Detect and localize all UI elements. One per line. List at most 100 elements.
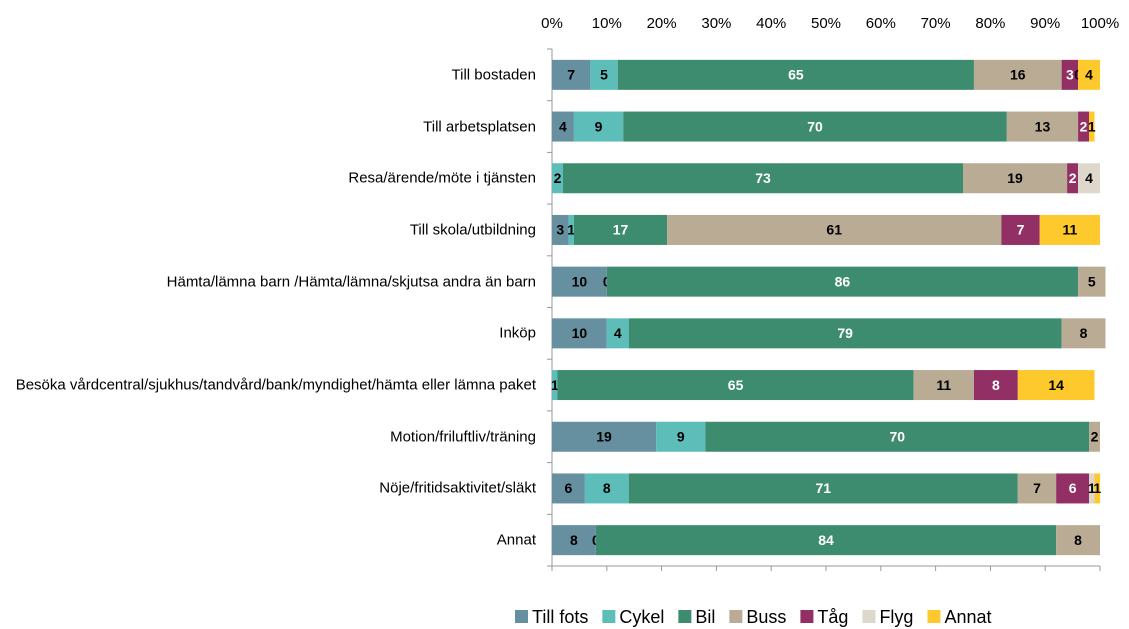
legend-swatch (862, 610, 876, 623)
data-label: 84 (818, 532, 834, 548)
data-label: 9 (677, 428, 685, 444)
bar-segment (568, 214, 574, 245)
legend-label: Buss (746, 607, 786, 627)
bar-segment (1078, 163, 1100, 194)
data-label: 71 (815, 480, 831, 496)
bar-segment (623, 111, 1007, 142)
data-label: 4 (1085, 170, 1093, 186)
x-tick-label: 30% (701, 15, 731, 32)
x-tick-label: 20% (647, 15, 677, 32)
bar-segment (1061, 318, 1106, 349)
data-label: 19 (1007, 170, 1023, 186)
legend-label: Cykel (619, 607, 664, 627)
bar-segment (552, 370, 558, 401)
bar-segment (606, 318, 629, 349)
legend-label: Annat (944, 607, 991, 627)
bar-segment (628, 318, 1062, 349)
legend-swatch (800, 610, 814, 623)
data-label: 19 (596, 428, 612, 444)
bar-segment (1094, 473, 1100, 504)
bar-segment (552, 473, 585, 504)
bar-segment (963, 163, 1068, 194)
bar-segment (1089, 421, 1100, 452)
bar-segment (973, 59, 1062, 90)
data-label: 7 (1033, 480, 1041, 496)
legend-swatch (927, 610, 941, 623)
data-label: 11 (1062, 222, 1077, 238)
data-label: 5 (600, 67, 608, 83)
bar-segment (557, 370, 914, 401)
data-label: 61 (826, 222, 842, 238)
data-label: 1 (567, 222, 575, 238)
data-label: 2 (1091, 428, 1099, 444)
legend-label: Flyg (879, 607, 913, 627)
bar-segment (1089, 473, 1095, 504)
category-label: Besöka vårdcentral/sjukhus/tandvård/bank… (15, 376, 536, 394)
data-label: 5 (1088, 273, 1096, 289)
data-label: 11 (936, 377, 951, 393)
bar-segment (1078, 111, 1090, 142)
data-label: 2 (1080, 118, 1088, 134)
category-label: Nöje/fritidsaktivitet/släkt (379, 479, 536, 497)
data-label: 14 (1048, 377, 1064, 393)
bar-segment (973, 370, 1018, 401)
x-tick-label: 90% (1030, 15, 1060, 32)
legend-label: Bil (695, 607, 715, 627)
category-label: Till bostaden (451, 66, 537, 84)
bar-segment (552, 59, 591, 90)
data-label: 4 (614, 325, 622, 341)
bar-segment (1061, 59, 1079, 90)
bar-segment (628, 473, 1018, 504)
bar-segment (552, 111, 574, 142)
legend-label: Tåg (817, 607, 848, 627)
bar-segment (584, 473, 629, 504)
category-label: Annat (496, 531, 536, 549)
bar-segment (590, 59, 618, 90)
data-label: 86 (835, 273, 851, 289)
data-label: 4 (1085, 67, 1093, 83)
bar-segment (595, 525, 1057, 556)
bar-segment (1017, 473, 1057, 504)
data-label: 70 (807, 118, 823, 134)
bar-segment (617, 59, 974, 90)
data-label: 9 (595, 118, 603, 134)
data-label: 13 (1035, 118, 1051, 134)
data-label: 8 (603, 480, 611, 496)
data-label: 1 (1088, 480, 1096, 496)
data-label: 6 (1069, 480, 1077, 496)
legend-swatch (515, 610, 528, 623)
category-label: Inköp (499, 324, 536, 342)
data-label: 3 (1066, 67, 1074, 83)
data-label: 6 (565, 480, 573, 496)
data-label: 17 (613, 222, 629, 238)
bar-segment (552, 421, 657, 452)
data-label: 8 (992, 377, 1000, 393)
legend-swatch (678, 610, 692, 623)
x-tick-label: 80% (975, 15, 1005, 32)
data-label: 3 (556, 222, 564, 238)
data-label: 1 (1093, 480, 1101, 496)
bar-segment (667, 214, 1002, 245)
bar-segment (562, 163, 963, 194)
bar-segment (552, 525, 596, 556)
bar-segment (1056, 473, 1090, 504)
data-label: 2 (1069, 170, 1077, 186)
data-label: 70 (889, 428, 905, 444)
x-tick-label: 50% (811, 15, 841, 32)
data-label: 8 (570, 532, 578, 548)
data-label: 16 (1010, 67, 1026, 83)
bar-segment (1039, 214, 1100, 245)
bar-segment (1006, 111, 1079, 142)
bar-segment (606, 266, 1079, 297)
category-label: Till arbetsplatsen (423, 118, 536, 136)
data-label: 73 (755, 170, 771, 186)
data-label: 79 (837, 325, 853, 341)
category-label: Motion/friluftliv/träning (390, 428, 536, 446)
bar-segment (1056, 525, 1100, 556)
data-label: 7 (567, 67, 575, 83)
legend-swatch (729, 610, 743, 623)
x-tick-label: 10% (592, 15, 622, 32)
x-tick-label: 100% (1081, 15, 1119, 32)
x-tick-label: 40% (756, 15, 786, 32)
